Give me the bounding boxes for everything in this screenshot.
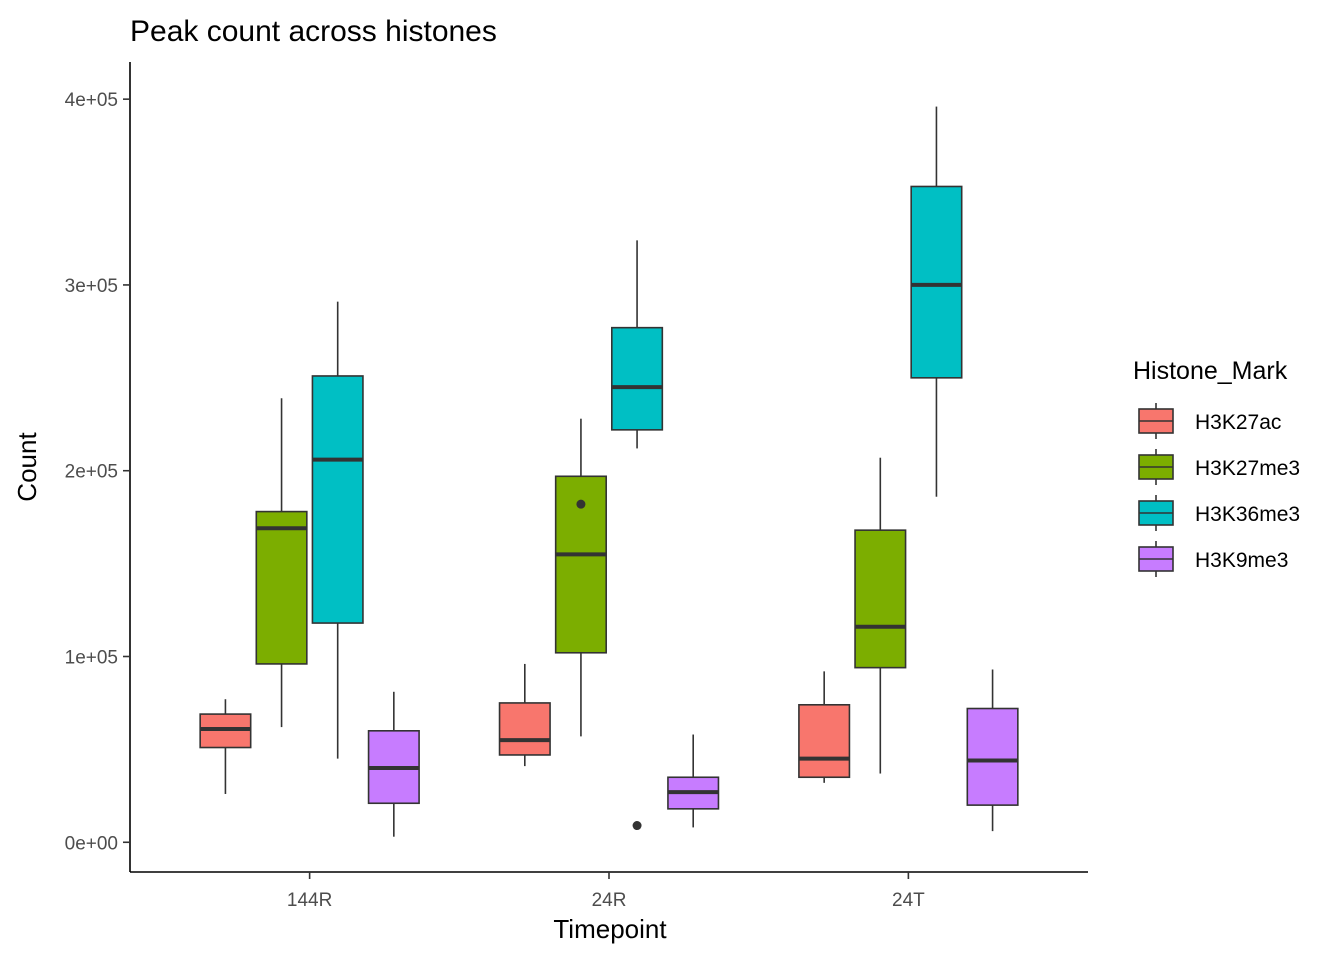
plot-area xyxy=(199,106,1019,837)
box-iqr xyxy=(966,707,1019,806)
box-H3K9me3-24T xyxy=(966,669,1019,832)
box-iqr xyxy=(910,185,963,379)
box-H3K27ac-24R xyxy=(498,663,551,767)
x-tick-label: 144R xyxy=(287,890,332,911)
legend-label: H3K9me3 xyxy=(1195,549,1288,572)
box-H3K36me3-24R xyxy=(611,240,664,831)
y-tick-label: 3e+05 xyxy=(65,276,118,297)
x-tick-label: 24R xyxy=(592,890,627,911)
legend-label: H3K27ac xyxy=(1195,411,1281,434)
outlier-point xyxy=(632,821,642,831)
box-iqr xyxy=(498,702,551,756)
box-H3K27ac-144R xyxy=(199,699,252,794)
legend-item-H3K36me3: H3K36me3 xyxy=(1138,495,1300,531)
legend-item-H3K9me3: H3K9me3 xyxy=(1138,541,1288,577)
chart-title: Peak count across histones xyxy=(130,15,497,48)
y-tick-label: 4e+05 xyxy=(65,90,118,111)
box-H3K9me3-144R xyxy=(367,691,420,837)
legend-title: Histone_Mark xyxy=(1133,357,1288,385)
legend-label: H3K36me3 xyxy=(1195,503,1300,526)
box-iqr xyxy=(611,326,664,431)
box-iqr xyxy=(311,375,364,624)
legend-item-H3K27ac: H3K27ac xyxy=(1138,403,1281,439)
legend: Histone_Mark H3K27ac H3K27me3 H3K36me3 H3K9… xyxy=(1133,357,1300,577)
legend-label: H3K27me3 xyxy=(1195,457,1300,480)
y-tick-label: 0e+00 xyxy=(65,833,118,854)
outlier-point xyxy=(576,499,586,509)
box-H3K27ac-24T xyxy=(798,671,851,783)
x-tick-label: 24T xyxy=(892,890,925,911)
x-axis-ticks: 144R 24R 24T xyxy=(287,872,925,911)
box-H3K27me3-24R xyxy=(554,418,607,737)
y-axis-title: Count xyxy=(12,432,42,502)
y-tick-label: 2e+05 xyxy=(65,462,118,483)
box-iqr xyxy=(255,510,308,665)
box-H3K27me3-144R xyxy=(255,398,308,728)
box-iqr xyxy=(854,529,907,669)
box-iqr xyxy=(798,703,851,779)
box-H3K36me3-144R xyxy=(311,301,364,759)
box-H3K27me3-24T xyxy=(854,457,907,774)
legend-item-H3K27me3: H3K27me3 xyxy=(1138,449,1300,485)
box-H3K9me3-24R xyxy=(667,734,720,828)
y-tick-label: 1e+05 xyxy=(65,647,118,668)
y-axis-ticks: 0e+00 1e+05 2e+05 3e+05 4e+05 xyxy=(65,90,130,854)
x-axis-title: Timepoint xyxy=(553,914,667,944)
box-H3K36me3-24T xyxy=(910,106,963,497)
